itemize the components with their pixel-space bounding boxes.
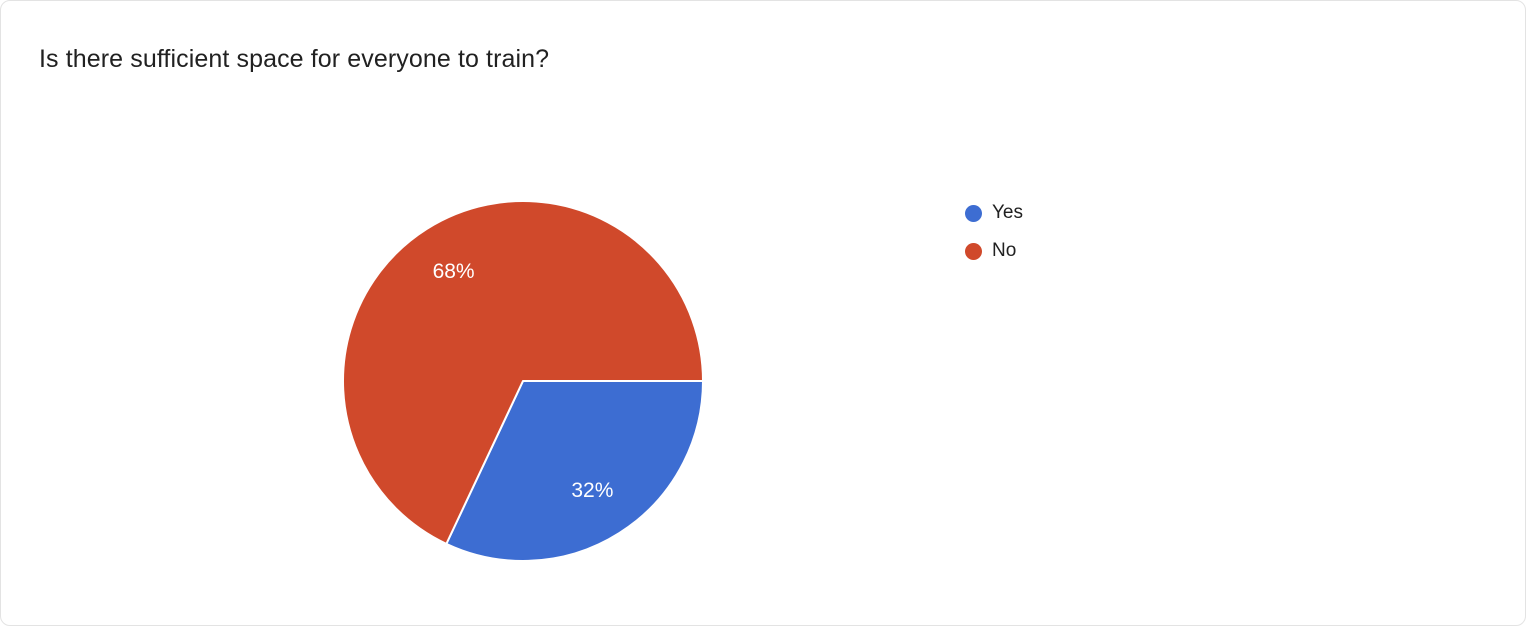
chart-legend: Yes No	[965, 201, 1023, 263]
pie-slice-yes	[445, 380, 704, 562]
slice-value-label-no: 68%	[433, 260, 475, 283]
pie-chart-svg: 32% 68%	[342, 200, 704, 562]
pie-slice-no	[342, 200, 704, 545]
slice-value-label-yes: 32%	[571, 479, 613, 502]
pie-chart: 32% 68%	[333, 191, 713, 571]
chart-title: Is there sufficient space for everyone t…	[39, 45, 550, 73]
legend-item-yes: Yes	[965, 201, 1023, 225]
legend-swatch-yes-icon	[965, 204, 982, 222]
legend-label-no: No	[992, 240, 1017, 261]
legend-label-yes: Yes	[992, 202, 1023, 223]
legend-item-no: No	[965, 239, 1023, 263]
legend-swatch-no-icon	[965, 242, 982, 260]
